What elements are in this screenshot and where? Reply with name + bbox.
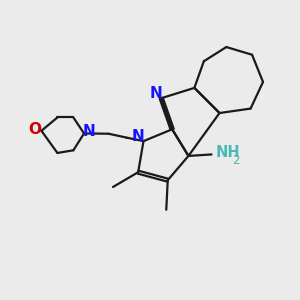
- Text: N: N: [131, 129, 144, 144]
- Text: N: N: [149, 86, 162, 101]
- Text: NH: NH: [216, 146, 240, 160]
- Text: N: N: [83, 124, 96, 139]
- Text: O: O: [28, 122, 41, 137]
- Text: 2: 2: [232, 154, 239, 167]
